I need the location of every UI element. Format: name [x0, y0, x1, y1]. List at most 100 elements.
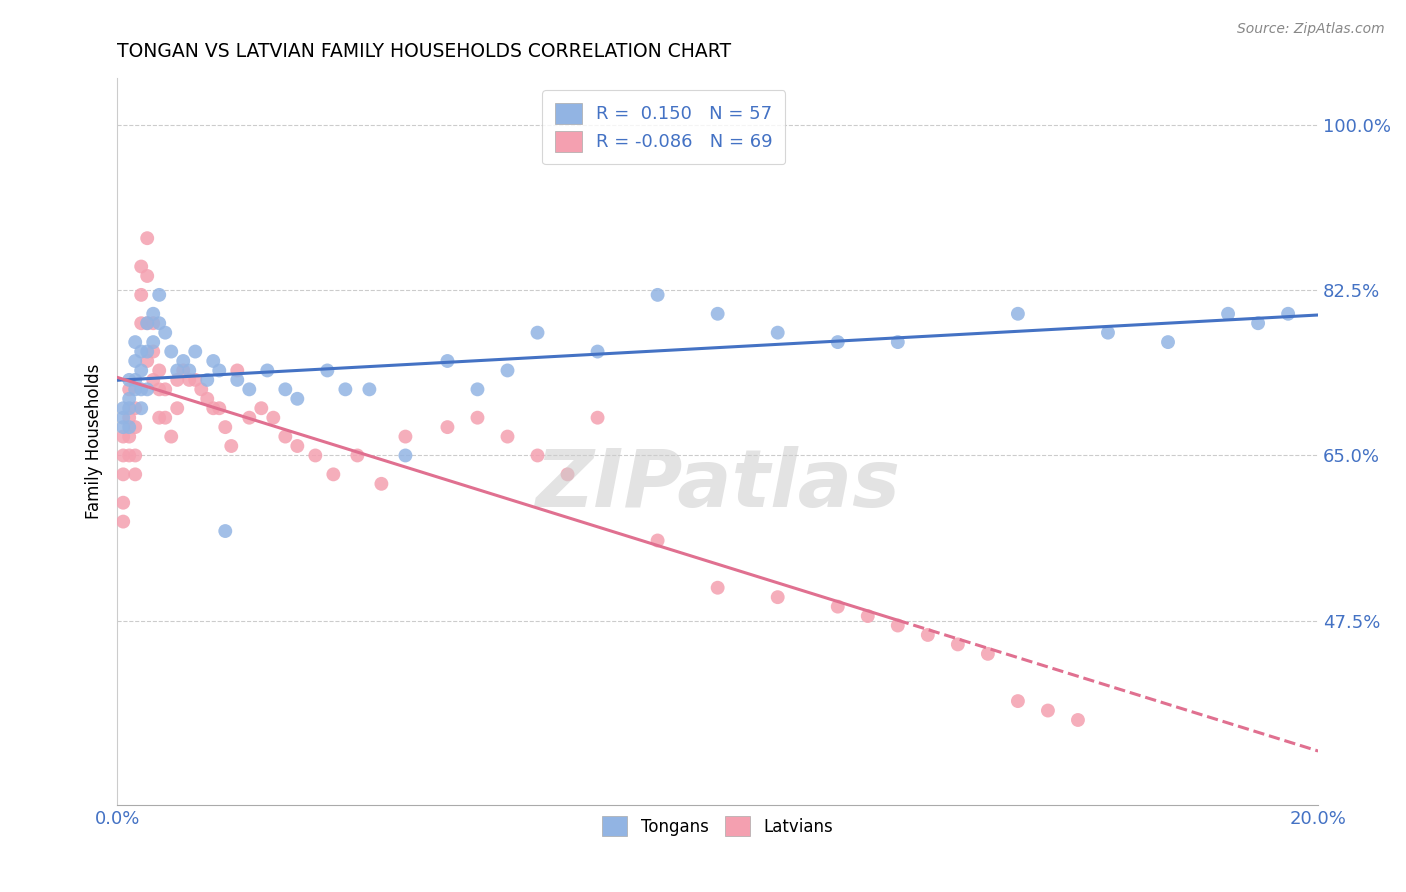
Point: [112, 410, 135, 425]
Point: [226, 373, 249, 387]
Point: [208, 363, 231, 377]
Point: [166, 401, 188, 416]
Point: [208, 401, 231, 416]
Point: [647, 288, 669, 302]
Point: [129, 260, 152, 274]
Point: [129, 316, 152, 330]
Point: [285, 392, 308, 406]
Y-axis label: Family Households: Family Households: [86, 364, 103, 519]
Point: [526, 326, 548, 340]
Point: [118, 373, 141, 387]
Point: [142, 316, 165, 330]
Point: [179, 363, 201, 377]
Point: [124, 382, 146, 396]
Legend: Tongans, Latvians: Tongans, Latvians: [593, 808, 841, 844]
Point: [917, 628, 939, 642]
Point: [316, 363, 339, 377]
Point: [179, 373, 201, 387]
Point: [214, 524, 236, 538]
Point: [1007, 307, 1029, 321]
Point: [118, 449, 141, 463]
Point: [112, 496, 135, 510]
Point: [977, 647, 1000, 661]
Point: [370, 476, 392, 491]
Point: [129, 401, 152, 416]
Point: [526, 449, 548, 463]
Point: [136, 231, 159, 245]
Point: [467, 382, 489, 396]
Text: ZIPatlas: ZIPatlas: [536, 446, 900, 524]
Point: [467, 410, 489, 425]
Point: [112, 515, 135, 529]
Point: [129, 288, 152, 302]
Point: [496, 429, 519, 443]
Point: [136, 316, 159, 330]
Point: [335, 382, 357, 396]
Point: [262, 410, 284, 425]
Point: [142, 335, 165, 350]
Point: [706, 307, 728, 321]
Point: [124, 420, 146, 434]
Point: [250, 401, 273, 416]
Point: [148, 363, 170, 377]
Text: TONGAN VS LATVIAN FAMILY HOUSEHOLDS CORRELATION CHART: TONGAN VS LATVIAN FAMILY HOUSEHOLDS CORR…: [117, 42, 731, 61]
Point: [202, 401, 225, 416]
Point: [766, 590, 789, 604]
Point: [195, 392, 218, 406]
Point: [155, 410, 177, 425]
Point: [129, 344, 152, 359]
Point: [226, 363, 249, 377]
Text: Source: ZipAtlas.com: Source: ZipAtlas.com: [1237, 22, 1385, 37]
Point: [160, 429, 183, 443]
Point: [647, 533, 669, 548]
Point: [118, 410, 141, 425]
Point: [359, 382, 381, 396]
Point: [827, 599, 849, 614]
Point: [436, 420, 458, 434]
Point: [184, 373, 207, 387]
Point: [112, 449, 135, 463]
Point: [136, 344, 159, 359]
Point: [496, 363, 519, 377]
Point: [155, 326, 177, 340]
Point: [118, 392, 141, 406]
Point: [172, 363, 194, 377]
Point: [148, 288, 170, 302]
Point: [202, 354, 225, 368]
Point: [274, 429, 297, 443]
Point: [129, 382, 152, 396]
Point: [112, 467, 135, 482]
Point: [160, 344, 183, 359]
Point: [856, 609, 879, 624]
Point: [148, 410, 170, 425]
Point: [586, 410, 609, 425]
Point: [436, 354, 458, 368]
Point: [238, 382, 260, 396]
Point: [195, 373, 218, 387]
Point: [1157, 335, 1180, 350]
Point: [394, 449, 416, 463]
Point: [706, 581, 728, 595]
Point: [1097, 326, 1119, 340]
Point: [124, 354, 146, 368]
Point: [827, 335, 849, 350]
Point: [136, 316, 159, 330]
Point: [586, 344, 609, 359]
Point: [112, 401, 135, 416]
Point: [124, 467, 146, 482]
Point: [238, 410, 260, 425]
Point: [346, 449, 368, 463]
Point: [184, 344, 207, 359]
Point: [124, 449, 146, 463]
Point: [887, 335, 910, 350]
Point: [136, 268, 159, 283]
Point: [1067, 713, 1090, 727]
Point: [118, 429, 141, 443]
Point: [136, 354, 159, 368]
Point: [172, 354, 194, 368]
Point: [557, 467, 579, 482]
Point: [166, 373, 188, 387]
Point: [136, 382, 159, 396]
Point: [166, 363, 188, 377]
Point: [118, 401, 141, 416]
